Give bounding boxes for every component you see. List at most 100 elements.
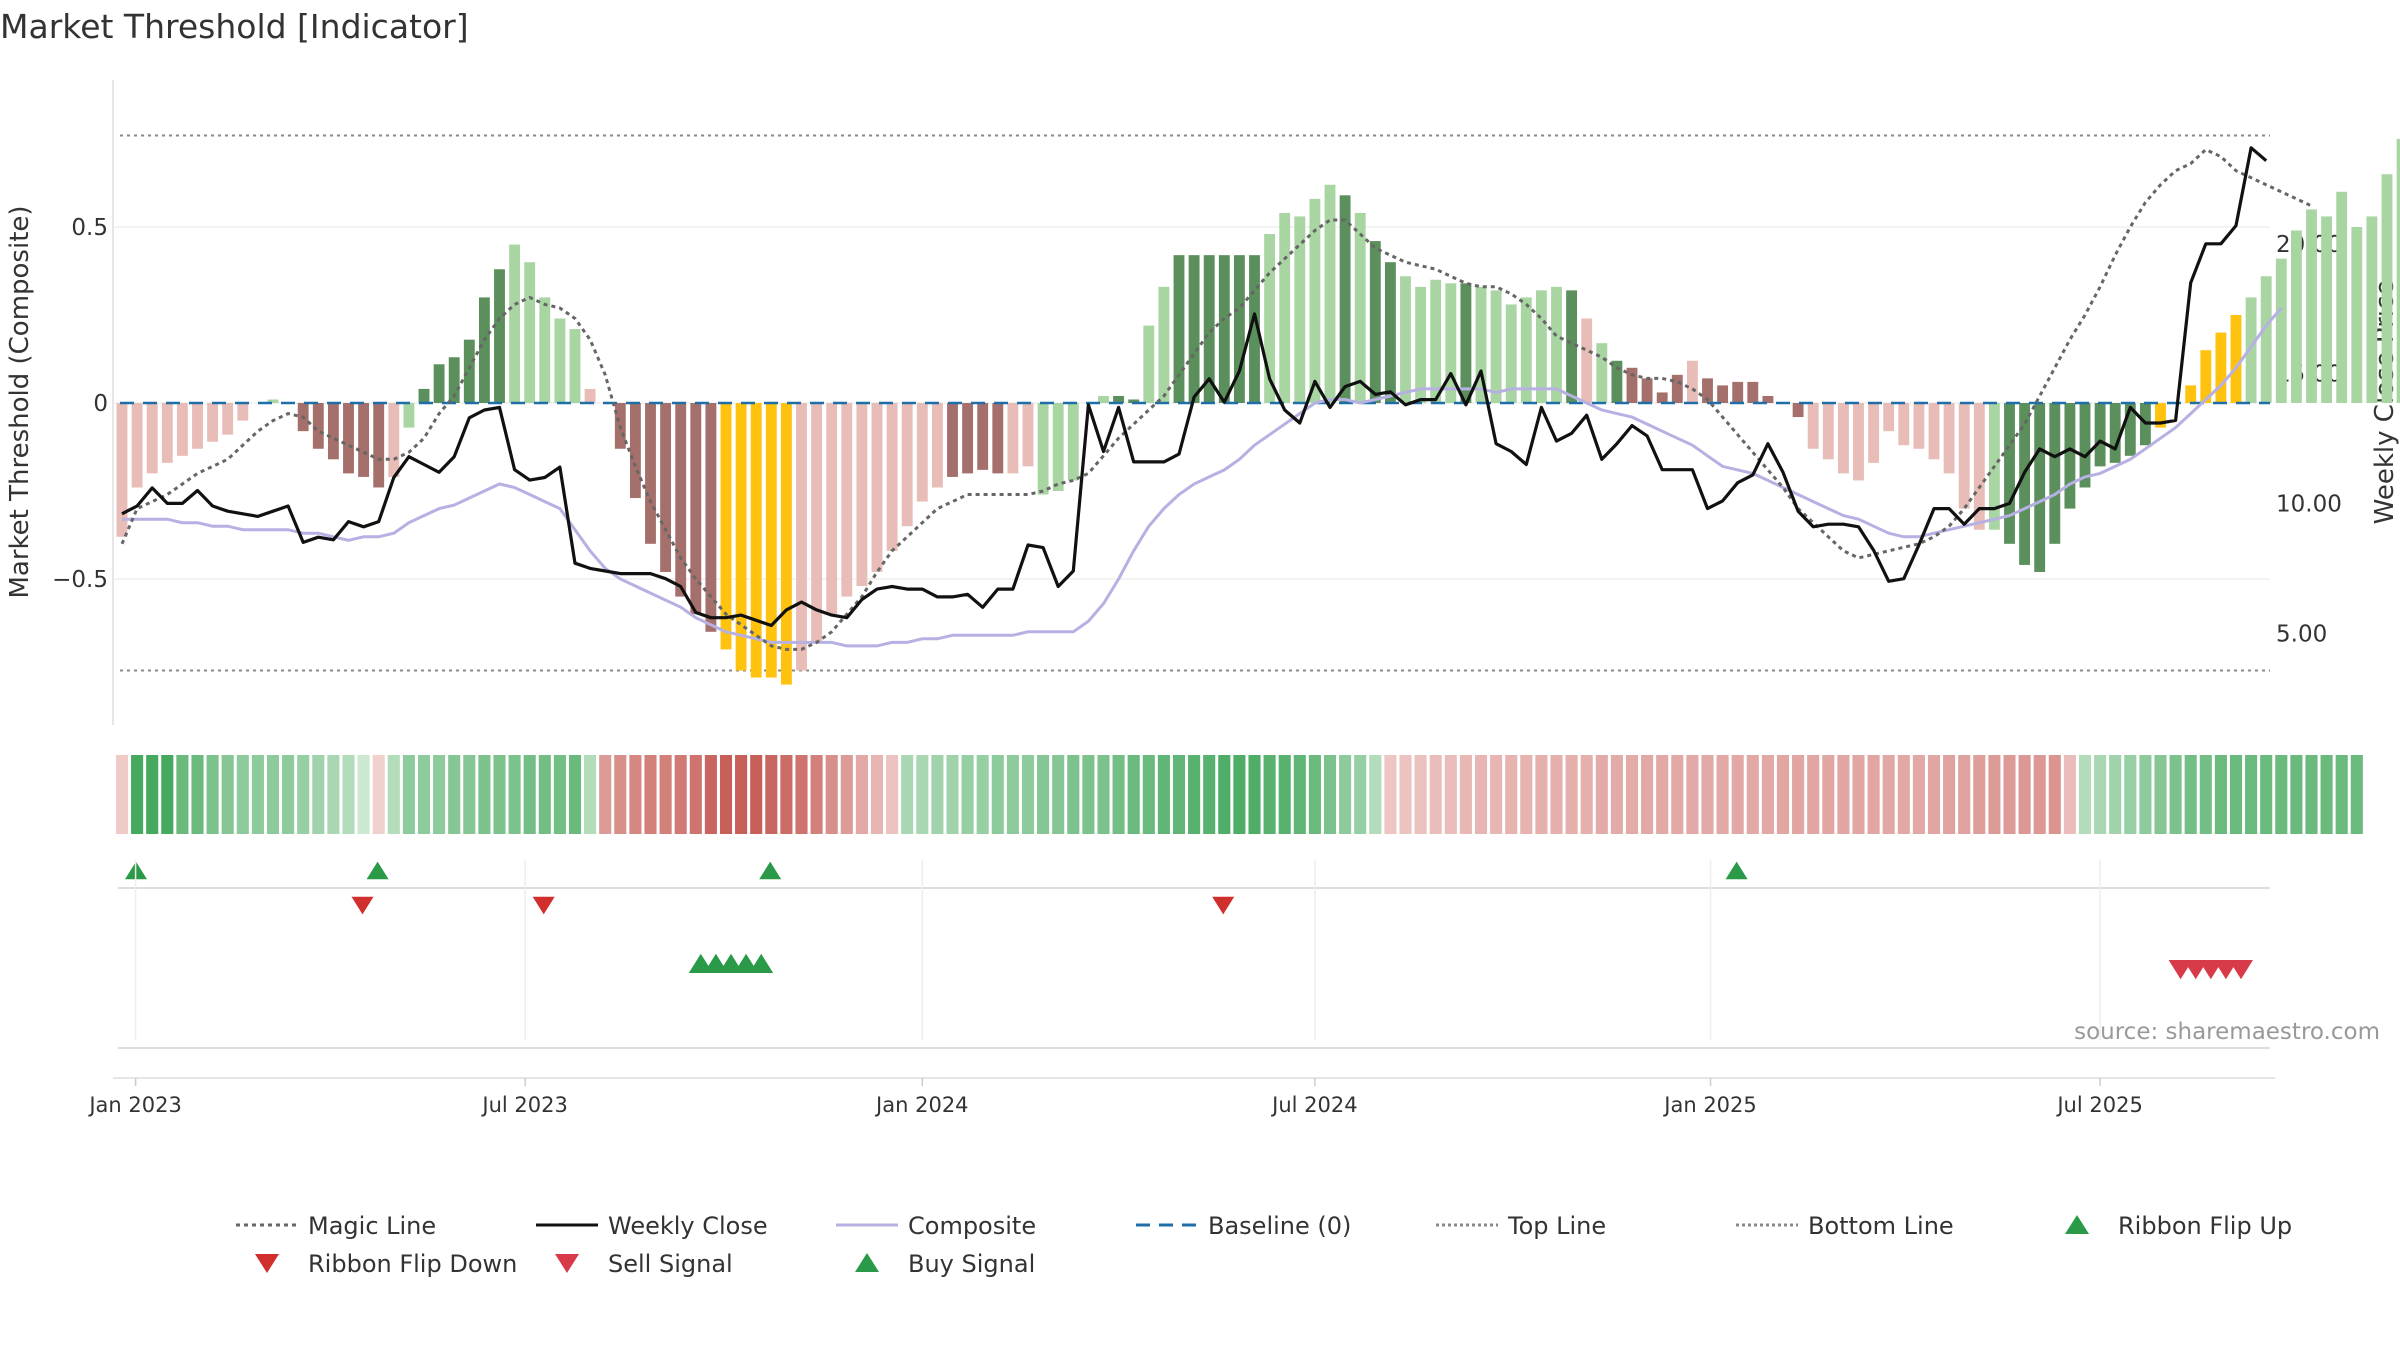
ribbon-flip-up-marker: [1725, 861, 1748, 880]
legend: Magic Line Weekly Close Composite Baseline …: [236, 1212, 2292, 1278]
ribbon-cell: [1429, 755, 1442, 834]
ribbon-cell: [2063, 755, 2076, 834]
histogram-bar: [207, 403, 219, 442]
ribbon-cell: [614, 755, 627, 834]
ribbon-cell: [282, 755, 295, 834]
ribbon-cell: [1369, 755, 1382, 834]
histogram-bar: [1128, 399, 1140, 403]
histogram-bar: [1475, 286, 1487, 403]
ribbon-cell: [659, 755, 672, 834]
legend-swatch: [855, 1253, 879, 1272]
histogram-bar: [735, 403, 747, 671]
ribbon-cell: [1656, 755, 1669, 834]
histogram-bar: [1686, 360, 1698, 403]
histogram-bar: [116, 403, 128, 537]
histogram-bar: [1792, 403, 1804, 418]
ribbon-cell: [251, 755, 264, 834]
ribbon-cell: [855, 755, 868, 834]
histogram-bar: [841, 403, 853, 597]
ribbon-cell: [2003, 755, 2016, 834]
histogram-bar: [1868, 403, 1880, 463]
ribbon-cell: [327, 755, 340, 834]
histogram-bar: [312, 403, 324, 449]
ribbon-flip-down-marker: [532, 896, 555, 915]
ribbon-cell: [1339, 755, 1352, 834]
histogram-bar: [811, 403, 823, 643]
histogram-bar: [1490, 290, 1502, 403]
legend-item: Composite: [836, 1212, 1036, 1240]
legend-item: Magic Line: [236, 1212, 436, 1240]
sell-signal-marker: [2183, 960, 2208, 980]
ribbon-cell: [1188, 755, 1201, 834]
histogram-bar: [660, 403, 672, 572]
legend-label: Weekly Close: [608, 1212, 768, 1240]
ribbon-cell: [2290, 755, 2303, 834]
ribbon-cell: [1127, 755, 1140, 834]
ribbon-cell: [448, 755, 461, 834]
histogram-bar: [2034, 403, 2046, 572]
histogram-bar: [1098, 395, 1109, 403]
histogram-bar: [2260, 276, 2272, 403]
y-tick-label: 0: [93, 391, 108, 417]
histogram-bar: [1400, 276, 1411, 403]
histogram-bar: [2200, 350, 2212, 403]
histogram-bar: [494, 269, 505, 403]
ribbon-cell: [2078, 755, 2092, 834]
sell-signal-marker: [2213, 960, 2238, 980]
ribbon-cell: [1852, 755, 1865, 834]
histogram-bar: [1067, 403, 1079, 481]
ribbon-cell: [2033, 755, 2046, 834]
histogram-bar: [1113, 395, 1125, 403]
ribbon-cell: [1671, 755, 1684, 834]
legend-item: Ribbon Flip Up: [2065, 1212, 2292, 1240]
ribbon-cell: [1006, 755, 1019, 834]
ribbon-cell: [1308, 755, 1321, 834]
histogram-bar: [1052, 403, 1064, 491]
ribbon-cell: [629, 755, 642, 834]
ribbon-cell: [417, 755, 431, 834]
histogram-bar: [1037, 403, 1049, 495]
histogram-bar: [1415, 286, 1427, 403]
histogram-bar: [690, 403, 702, 615]
histogram-bar: [2366, 216, 2378, 403]
ribbon-cell: [901, 755, 914, 834]
ribbon-cell: [1323, 755, 1337, 834]
ribbon-cell: [357, 755, 370, 834]
ribbon-cell: [1021, 755, 1035, 834]
ribbon-cell: [206, 755, 219, 834]
ribbon-cell: [1278, 755, 1291, 834]
ribbon-cell: [1973, 755, 1986, 834]
histogram-bar: [524, 262, 536, 403]
ribbon-cell: [523, 755, 536, 834]
ribbon-strip: [115, 755, 2363, 834]
ribbon-cell: [402, 755, 415, 834]
ribbon-cell: [2184, 755, 2197, 834]
ribbon-cell: [916, 755, 929, 834]
ribbon-cell: [2094, 755, 2107, 834]
ribbon-cell: [1550, 755, 1563, 834]
legend-item: Sell Signal: [555, 1250, 733, 1278]
ribbon-cell: [2214, 755, 2227, 834]
legend-label: Sell Signal: [608, 1250, 733, 1278]
ribbon-cell: [886, 755, 899, 834]
ribbon-cell: [719, 755, 733, 834]
magic-line: [120, 147, 2313, 651]
histogram-bar: [2155, 403, 2166, 428]
histogram-bar: [2004, 403, 2015, 544]
ribbon-cell: [1731, 755, 1744, 834]
histogram-bar: [1656, 392, 1668, 403]
ribbon-cell: [870, 755, 884, 834]
histogram-bar: [1807, 403, 1819, 449]
histogram-bar: [1566, 290, 1578, 403]
ribbon-cell: [2124, 755, 2137, 834]
histogram-bar: [1596, 343, 1608, 403]
histogram-bar: [1973, 403, 1985, 530]
y2-tick-label: 5.00: [2276, 621, 2327, 647]
histogram-bar: [2306, 209, 2317, 403]
legend-swatch: [555, 1254, 579, 1273]
histogram-bar: [463, 339, 475, 403]
histogram-bar: [1732, 381, 1744, 403]
ribbon-cell: [236, 755, 249, 834]
y2-tick-label: 10.00: [2276, 491, 2342, 517]
